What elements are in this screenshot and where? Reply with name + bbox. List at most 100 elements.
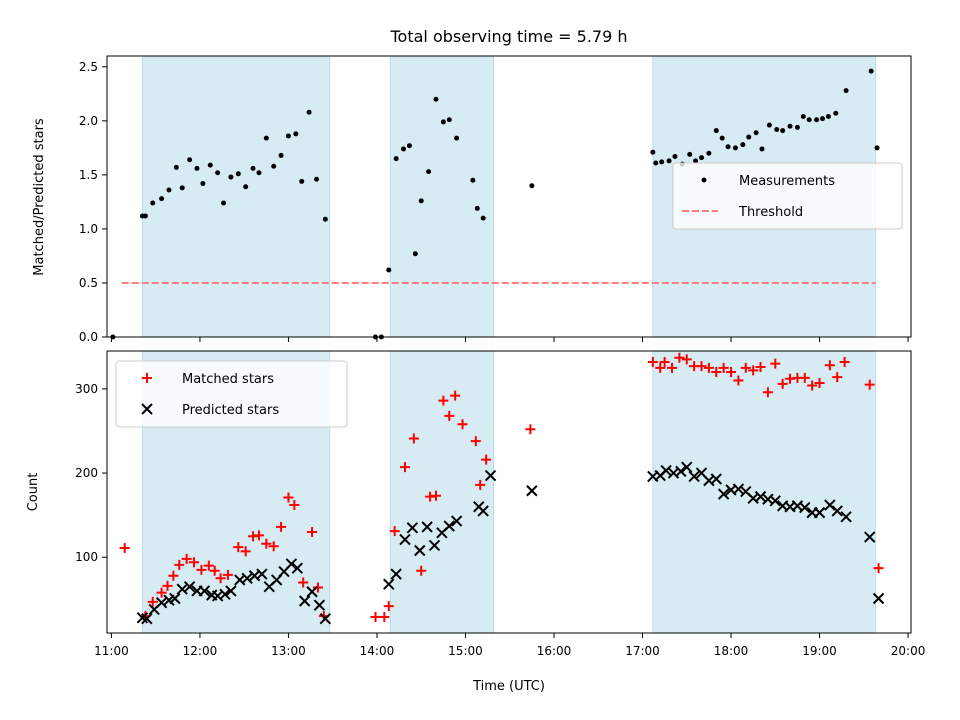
y-tick-label: 0.0 xyxy=(79,330,98,344)
y-tick-label: 200 xyxy=(75,466,98,480)
measurement-point xyxy=(173,164,179,170)
predicted-stars-point xyxy=(813,506,826,519)
legend-entry-label: Matched stars xyxy=(182,372,274,387)
predicted-stars-point xyxy=(754,490,767,503)
measurement-point xyxy=(207,162,213,168)
measurement-point xyxy=(386,267,392,273)
measurement-point xyxy=(187,157,193,163)
measurement-point xyxy=(215,170,221,176)
x-tick-label: 13:00 xyxy=(271,644,306,658)
y-tick-label: 1.0 xyxy=(79,222,98,236)
predicted-stars-point xyxy=(831,505,843,517)
predicted-stars-point xyxy=(313,599,326,611)
measurement-point xyxy=(868,68,874,74)
measurement-point xyxy=(412,251,418,257)
matched-stars-point xyxy=(209,565,220,576)
measurement-point xyxy=(659,159,665,165)
matched-stars-point xyxy=(733,375,744,386)
matched-stars-point xyxy=(389,526,400,537)
x-tick-label: 17:00 xyxy=(625,644,660,658)
matched-stars-point xyxy=(457,419,468,430)
predicted-stars-point xyxy=(450,515,463,527)
matched-stars-point xyxy=(268,541,279,552)
matched-stars-point xyxy=(647,356,658,367)
matched-stars-point xyxy=(444,410,455,421)
measurement-point xyxy=(263,135,269,141)
top-y-axis-label: Matched/Predicted stars xyxy=(32,118,47,276)
measurement-point xyxy=(440,119,446,125)
matched-stars-point xyxy=(470,436,481,447)
measurement-point xyxy=(166,187,172,193)
observing-window-band xyxy=(141,55,331,338)
predicted-stars-point xyxy=(688,470,700,483)
matched-stars-point xyxy=(416,565,427,576)
measurement-point xyxy=(787,123,793,129)
predicted-stars-point xyxy=(732,483,745,495)
y-tick-label: 100 xyxy=(75,550,98,564)
predicted-stars-point xyxy=(406,522,419,534)
predicted-stars-point xyxy=(285,558,298,570)
measurement-point xyxy=(278,152,284,158)
x-tick-label: 19:00 xyxy=(802,644,837,658)
predicted-stars-point xyxy=(681,461,693,473)
measurement-point xyxy=(706,150,712,156)
matched-stars-point xyxy=(261,538,272,549)
matched-stars-point xyxy=(711,367,722,378)
legend-matched-marker xyxy=(142,373,152,383)
measurement-point xyxy=(159,196,165,202)
matched-stars-point xyxy=(726,367,737,378)
matched-stars-point xyxy=(233,542,244,553)
matched-stars-point xyxy=(312,582,323,593)
measurement-point xyxy=(693,158,699,164)
matched-stars-point xyxy=(450,390,461,401)
matched-stars-point xyxy=(839,356,850,367)
predicted-stars-point xyxy=(675,465,687,478)
predicted-stars-point xyxy=(799,501,811,514)
measurement-point xyxy=(299,178,305,184)
measurement-point xyxy=(322,216,328,222)
measurement-point xyxy=(806,117,812,123)
measurement-point xyxy=(725,144,731,150)
matched-stars-point xyxy=(408,433,419,444)
matched-stars-point xyxy=(215,573,226,584)
measurement-point xyxy=(474,205,480,211)
predicted-stars-point xyxy=(390,568,402,580)
measurement-point xyxy=(293,131,299,137)
observing-window-band xyxy=(389,350,495,634)
measurement-point xyxy=(740,142,746,148)
measurement-point xyxy=(843,88,849,94)
matched-stars-point xyxy=(162,580,173,591)
predicted-stars-point xyxy=(298,595,311,607)
measurement-point xyxy=(433,96,439,102)
predicted-stars-point xyxy=(141,612,153,625)
matched-stars-point xyxy=(770,358,781,369)
measurement-point xyxy=(814,117,820,123)
measurement-point xyxy=(250,165,256,171)
measurement-point xyxy=(874,145,880,151)
measurement-point xyxy=(221,200,227,206)
y-tick-label: 2.0 xyxy=(79,114,98,128)
matched-stars-point xyxy=(799,372,810,383)
measurement-point xyxy=(653,160,659,166)
measurement-point xyxy=(235,171,241,177)
matched-stars-point xyxy=(174,559,185,570)
measurement-point xyxy=(313,176,319,182)
measurement-point xyxy=(719,135,725,141)
predicted-stars-point xyxy=(383,578,395,590)
measurement-point xyxy=(759,146,765,152)
matched-stars-point xyxy=(718,362,729,373)
legend-entry-label: Predicted stars xyxy=(182,403,279,418)
measurement-point xyxy=(794,124,800,130)
measurement-point xyxy=(200,181,206,187)
predicted-stars-point xyxy=(256,568,268,580)
measurement-point xyxy=(426,169,432,175)
measurement-point xyxy=(194,165,200,171)
measurement-point xyxy=(766,122,772,128)
measurement-point xyxy=(256,170,262,176)
measurement-point xyxy=(306,109,312,115)
measurement-point xyxy=(672,154,678,160)
matched-stars-point xyxy=(814,377,825,388)
predicted-stars-point xyxy=(225,585,237,597)
measurement-point xyxy=(470,177,476,183)
